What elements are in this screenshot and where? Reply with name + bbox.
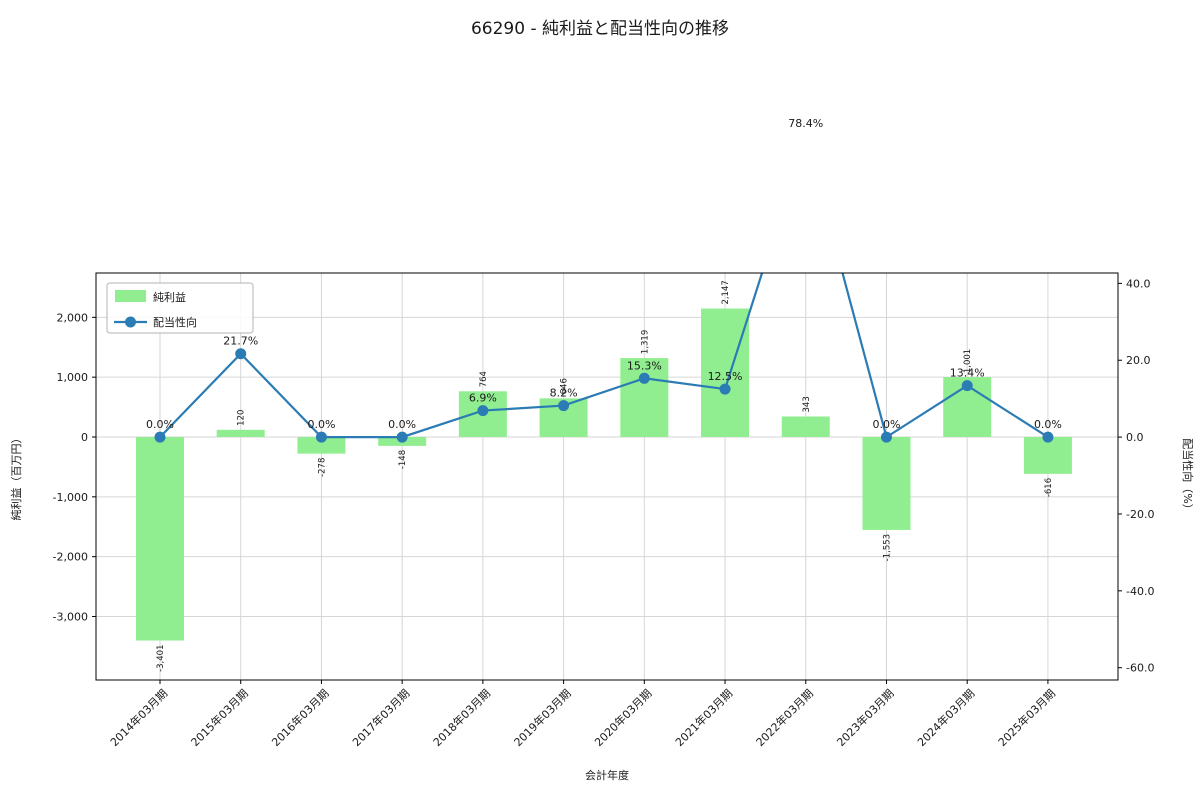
left-axis-label: 純利益（百万円）	[9, 433, 23, 521]
x-tick-label: 2015年03月期	[188, 686, 251, 749]
bar-value-label: 1,319	[640, 330, 650, 354]
percent-label: 0.0%	[873, 418, 901, 431]
x-tick-label: 2025年03月期	[995, 686, 1058, 749]
line-marker	[961, 380, 973, 392]
percent-label: 15.3%	[627, 359, 662, 372]
right-tick-label: -60.0	[1126, 662, 1154, 675]
left-tick-label: 0	[81, 431, 88, 444]
legend-label-line: 配当性向	[153, 315, 197, 329]
bar	[862, 437, 911, 530]
percent-label: 0.0%	[146, 418, 174, 431]
chart-title: 66290 - 純利益と配当性向の推移	[470, 19, 730, 39]
line-marker	[154, 431, 166, 443]
percent-label: 12.5%	[708, 370, 743, 383]
plot-background	[96, 273, 1118, 680]
line-marker	[638, 372, 650, 384]
percent-label: 8.2%	[550, 387, 578, 400]
left-tick-label: 1,000	[57, 371, 89, 384]
right-tick-label: 0.0	[1126, 431, 1144, 444]
x-tick-label: 2022年03月期	[753, 686, 816, 749]
line-marker	[1042, 431, 1054, 443]
bar	[136, 437, 184, 641]
percent-label: 21.7%	[223, 335, 258, 348]
x-axis-label: 会計年度	[585, 768, 629, 782]
right-tick-label: 20.0	[1126, 354, 1151, 367]
bar	[701, 308, 750, 438]
line-marker	[800, 130, 811, 141]
right-tick-label: -40.0	[1126, 585, 1154, 598]
bar-value-label: -278	[317, 458, 327, 477]
bar-value-label: -616	[1044, 478, 1054, 497]
bar-value-label: 764	[479, 371, 489, 387]
bar	[297, 437, 346, 454]
right-axis-label: 配当性向（%）	[1181, 438, 1195, 514]
bar-value-label: -1,553	[882, 534, 892, 561]
x-tick-label: 2014年03月期	[107, 686, 170, 749]
payout-line	[159, 273, 1049, 439]
x-tick-label: 2020年03月期	[592, 686, 655, 749]
bar	[620, 358, 669, 438]
bar-value-label: 2,147	[721, 280, 731, 304]
percent-label: 78.4%	[788, 117, 823, 130]
bar-value-label: -148	[398, 450, 408, 469]
line-marker	[315, 431, 327, 443]
x-tick-label: 2017年03月期	[349, 686, 412, 749]
bar	[1023, 437, 1072, 474]
x-tick-label: 2018年03月期	[430, 686, 493, 749]
legend-swatch-bar	[115, 290, 146, 302]
bar	[216, 429, 265, 438]
left-tick-label: -3,000	[53, 611, 88, 624]
x-tick-label: 2023年03月期	[834, 686, 897, 749]
line-marker	[719, 383, 731, 395]
plot-border	[95, 272, 1119, 681]
bar-value-label: 343	[802, 396, 812, 412]
percent-label: 0.0%	[1034, 418, 1062, 431]
x-tick-label: 2024年03月期	[914, 686, 977, 749]
line-marker	[477, 405, 489, 417]
line-marker	[558, 400, 570, 412]
payout-line-group	[154, 130, 1054, 443]
bar-value-label: -3,401	[156, 645, 166, 672]
bar-value-label: 646	[560, 378, 570, 394]
x-tick-label: 2016年03月期	[269, 686, 332, 749]
legend-label-bar: 純利益	[153, 290, 186, 304]
legend-marker-sample	[125, 316, 136, 328]
bar	[781, 416, 830, 438]
right-tick-label: 40.0	[1126, 277, 1151, 290]
line-marker	[396, 431, 408, 443]
left-tick-label: -2,000	[53, 551, 88, 564]
right-tick-label: -20.0	[1126, 508, 1154, 521]
line-marker	[880, 431, 892, 443]
bar-value-label: 120	[237, 410, 247, 426]
percent-label: 6.9%	[469, 392, 497, 405]
x-tick-label: 2021年03月期	[672, 686, 735, 749]
percent-label: 0.0%	[307, 418, 335, 431]
left-tick-label: -1,000	[53, 491, 88, 504]
percent-label: 13.4%	[950, 367, 985, 380]
x-tick-label: 2019年03月期	[511, 686, 574, 749]
percent-label: 0.0%	[388, 418, 416, 431]
left-tick-label: 2,000	[57, 311, 89, 324]
line-marker	[235, 348, 247, 360]
bar-value-label: 1,001	[963, 349, 973, 373]
